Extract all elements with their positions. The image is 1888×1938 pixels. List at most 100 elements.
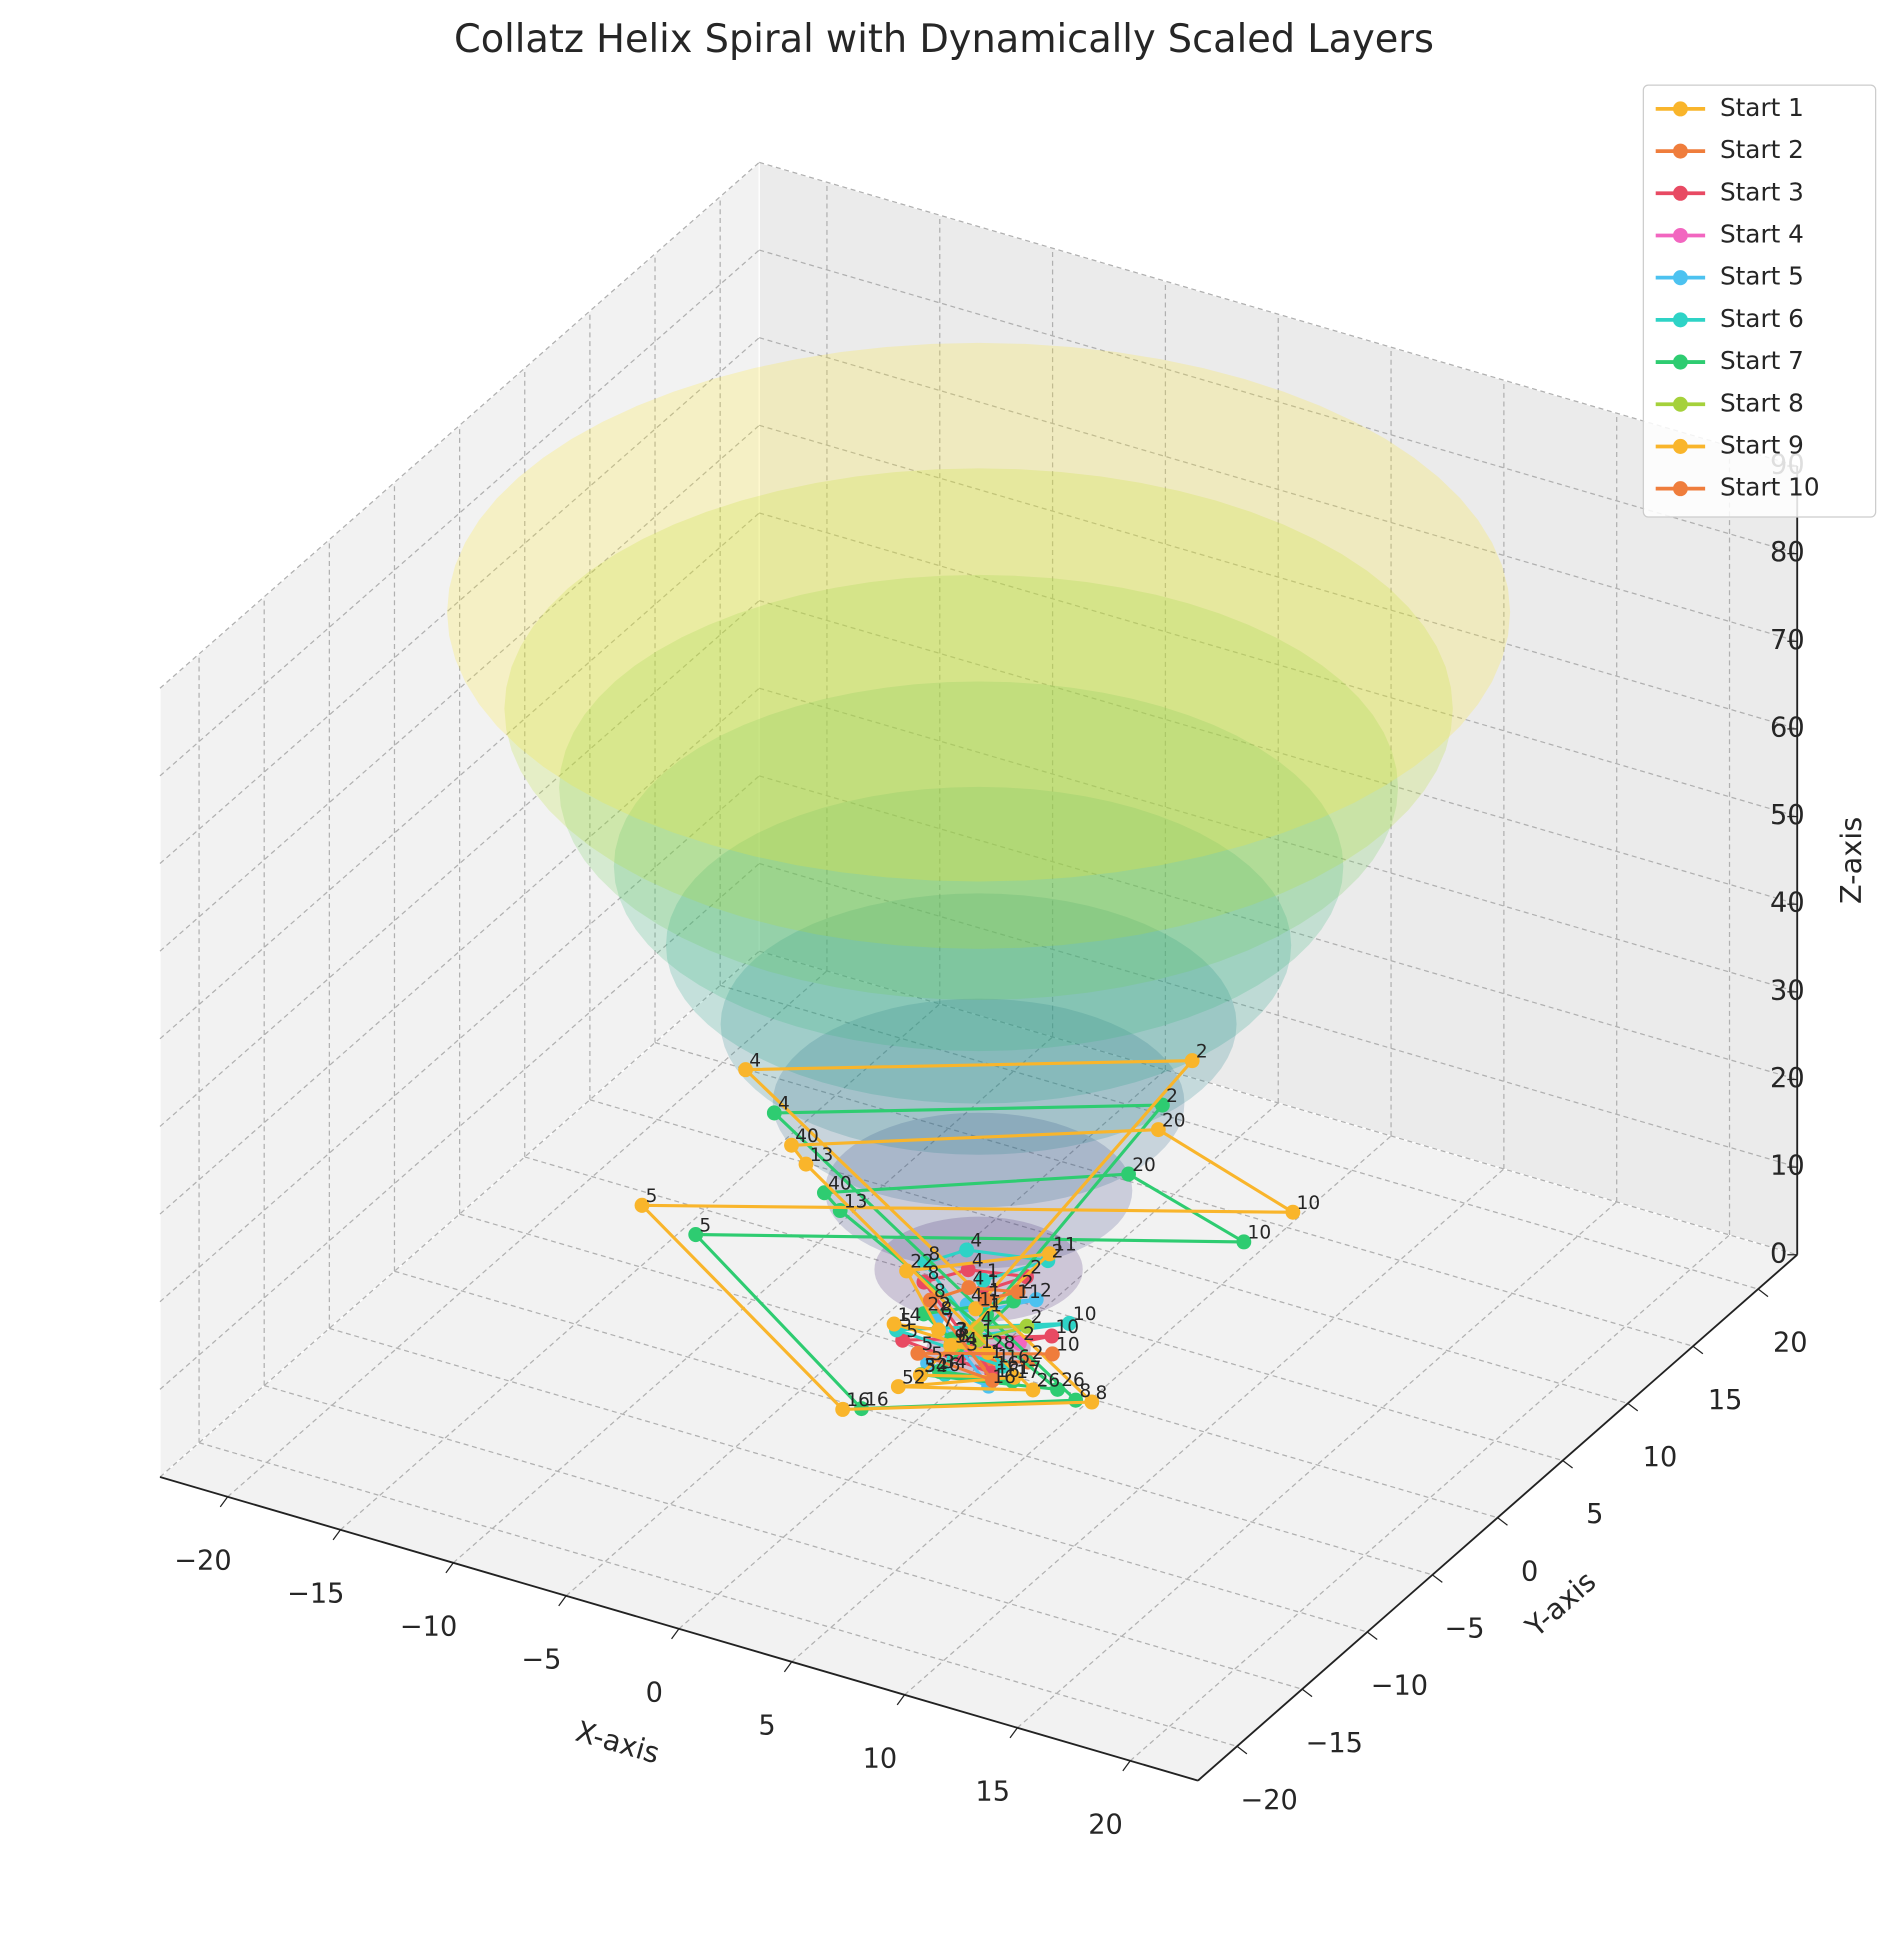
- series-point: [1150, 1122, 1166, 1138]
- legend-marker: [1673, 101, 1688, 117]
- series-line: [953, 1324, 1028, 1347]
- point-label: 2: [1040, 1280, 1052, 1301]
- grid-line: [524, 1156, 1563, 1462]
- point-label: 4: [966, 1329, 978, 1350]
- series-point: [784, 1137, 799, 1153]
- grid-line: [759, 337, 1798, 642]
- point-label: 10: [1056, 1335, 1080, 1356]
- point-label: 2: [1022, 1273, 1034, 1294]
- point-label: 1: [981, 1332, 993, 1353]
- point-label: 16: [846, 1390, 870, 1411]
- point-label: 6: [949, 1355, 961, 1376]
- series-point: [1011, 1335, 1027, 1351]
- point-label: 8: [940, 1299, 952, 1320]
- point-label: 5: [906, 1321, 918, 1342]
- point-label: 1: [982, 1321, 994, 1342]
- point-label: 4: [972, 1250, 984, 1271]
- grid-line: [459, 1213, 1498, 1519]
- series-point: [688, 1227, 704, 1243]
- point-label: 1: [987, 1271, 999, 1292]
- point-label: 2: [1032, 1343, 1044, 1364]
- grid-line: [1129, 1234, 1730, 1762]
- y-tick-label: −5: [1445, 1613, 1485, 1644]
- grid-line: [565, 1069, 1166, 1597]
- z-tick-label: 0: [1770, 1238, 1787, 1269]
- y-tick-label: −20: [1240, 1785, 1297, 1816]
- point-label: 17: [1018, 1358, 1042, 1379]
- x-tick-label: −10: [400, 1611, 457, 1642]
- series-point: [1121, 1166, 1136, 1182]
- tick-mark: [1432, 1574, 1443, 1583]
- series-point: [1061, 1315, 1077, 1331]
- grid-line: [452, 1036, 1053, 1564]
- legend-label: Start 3: [1720, 177, 1804, 206]
- z-axis-label: Z-axis: [1834, 817, 1868, 904]
- legend-label: Start 7: [1720, 346, 1804, 375]
- point-label: 11: [1017, 1282, 1041, 1303]
- series-point: [1010, 1284, 1026, 1300]
- grid-line: [159, 687, 760, 1215]
- layer-disc: [824, 1112, 1133, 1269]
- grid-line: [904, 1168, 1505, 1696]
- grid-line: [791, 1135, 1392, 1663]
- point-label: 3: [966, 1334, 978, 1355]
- point-label: 22: [927, 1294, 951, 1315]
- point-label: 40: [828, 1173, 852, 1194]
- point-label: 10: [1248, 1223, 1272, 1244]
- grid-line: [589, 1099, 1629, 1404]
- x-tick-label: 0: [646, 1677, 663, 1708]
- legend-marker: [1673, 143, 1688, 159]
- point-label: 10: [1297, 1193, 1321, 1214]
- point-label: 52: [924, 1355, 948, 1376]
- tick-mark: [1009, 1727, 1018, 1739]
- point-label: 16: [996, 1361, 1020, 1382]
- point-label: 5: [900, 1311, 912, 1332]
- series-point: [977, 1292, 993, 1308]
- point-label: 4: [981, 1309, 993, 1330]
- grid-line: [759, 600, 1798, 905]
- chart-title: Collatz Helix Spiral with Dynamically Sc…: [454, 17, 1434, 62]
- series-point: [1044, 1328, 1060, 1344]
- tick-mark: [1627, 1402, 1639, 1412]
- layer-disc: [613, 681, 1344, 1052]
- point-label: 2: [1030, 1257, 1042, 1278]
- point-label: 1: [997, 1346, 1009, 1367]
- x-tick-label: 10: [863, 1743, 898, 1774]
- x-tick-label: −5: [521, 1644, 561, 1675]
- legend-marker: [1673, 185, 1688, 201]
- legend-label: Start 8: [1720, 388, 1804, 417]
- point-label: 1: [991, 1342, 1003, 1363]
- tick-mark: [1366, 1631, 1378, 1641]
- series-point: [1285, 1204, 1301, 1220]
- y-tick-label: 0: [1521, 1556, 1538, 1587]
- series-point: [910, 1345, 926, 1361]
- point-label: 13: [844, 1191, 868, 1212]
- grid-line: [759, 512, 1798, 818]
- point-label: 5: [646, 1186, 658, 1207]
- legend-marker: [1673, 396, 1688, 412]
- grid-line: [759, 862, 1798, 1168]
- point-label: 1: [987, 1261, 999, 1282]
- x-axis-label: X-axis: [572, 1714, 663, 1771]
- tick-mark: [1122, 1760, 1131, 1772]
- grid-line: [759, 249, 1798, 555]
- point-label: 1: [979, 1289, 991, 1310]
- legend-label: Start 2: [1720, 135, 1804, 164]
- point-label: 8: [934, 1281, 946, 1302]
- tick-mark: [783, 1661, 793, 1673]
- tick-mark: [445, 1562, 454, 1574]
- grid-line: [394, 1270, 1433, 1576]
- tick-mark: [219, 1496, 229, 1508]
- series-point: [1006, 1369, 1022, 1385]
- series-point: [1028, 1292, 1044, 1308]
- z-tick-label: 20: [1770, 1063, 1805, 1094]
- grid-line: [159, 863, 760, 1390]
- z-tick-label: 60: [1770, 712, 1805, 743]
- layer-disc: [504, 468, 1453, 949]
- point-label: 2: [1023, 1324, 1035, 1345]
- layer-disc: [772, 998, 1185, 1208]
- point-label: 2: [1052, 1241, 1064, 1262]
- grid-line: [159, 161, 760, 689]
- point-label: 26: [1061, 1370, 1085, 1391]
- y-tick-label: −15: [1306, 1728, 1363, 1759]
